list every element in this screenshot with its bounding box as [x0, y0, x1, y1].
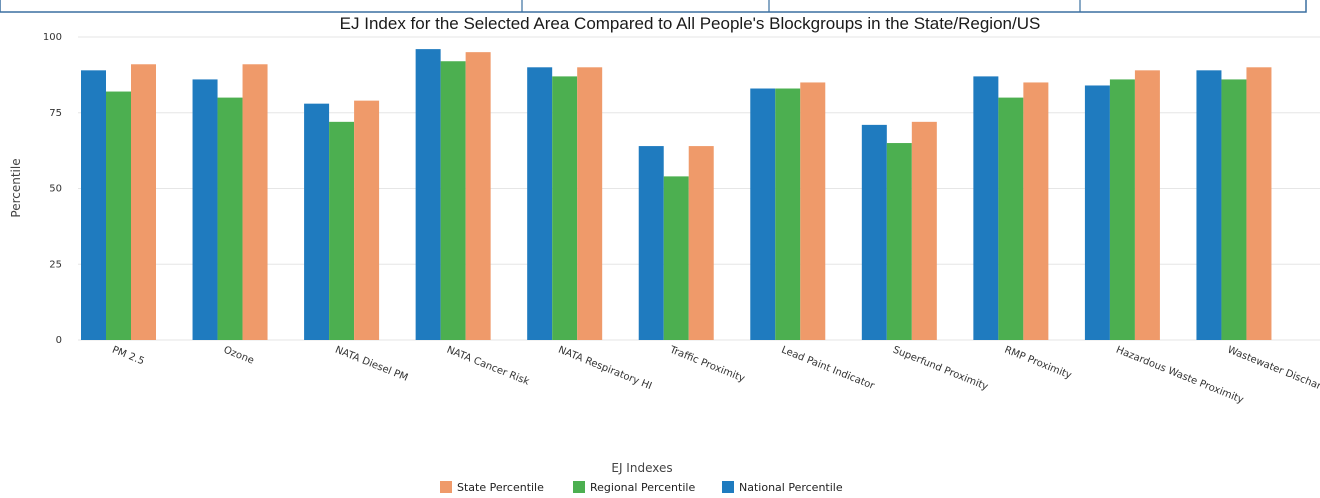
bar-state-percentile	[1246, 67, 1272, 341]
y-tick-label: 100	[43, 32, 62, 43]
top-table-strip	[0, 0, 1307, 13]
bar-national-percentile	[304, 103, 330, 340]
bar-state-percentile	[800, 82, 826, 340]
legend-label: State Percentile	[457, 481, 544, 494]
chart-title: EJ Index for the Selected Area Compared …	[340, 14, 1041, 33]
chart-legend: State Percentile Regional Percentile Natio…	[440, 481, 843, 494]
bar-national-percentile	[750, 88, 776, 340]
x-category-label: Superfund Proximity	[891, 345, 989, 393]
bar-state-percentile	[465, 52, 491, 341]
bar-national-percentile	[1084, 85, 1110, 340]
y-axis-ticks: 0 25 50 75 100	[43, 32, 62, 346]
bar-regional-percentile	[998, 97, 1024, 340]
legend-label: Regional Percentile	[590, 481, 695, 494]
bar-regional-percentile	[663, 176, 689, 340]
y-tick-label: 0	[56, 335, 62, 346]
bar-state-percentile	[354, 100, 380, 340]
legend-label: National Percentile	[739, 481, 843, 494]
bar-state-percentile	[131, 64, 156, 341]
bar-regional-percentile	[106, 91, 131, 340]
y-tick-label: 25	[49, 259, 62, 270]
x-category-label: RMP Proximity	[1003, 345, 1073, 382]
x-category-label: NATA Diesel PM	[333, 345, 409, 384]
bar-state-percentile	[1023, 82, 1049, 340]
x-category-label: Traffic Proximity	[667, 344, 746, 385]
bar-state-percentile	[577, 67, 603, 341]
x-axis-category-labels: PM 2.5 Ozone NATA Diesel PM NATA Cancer Ris…	[110, 344, 1320, 415]
bar-national-percentile	[527, 67, 553, 341]
bar-national-percentile	[861, 124, 887, 341]
x-axis-title: EJ Indexes	[611, 461, 672, 475]
x-category-label: Lead Paint Indicator	[780, 345, 877, 393]
bar-regional-percentile	[886, 143, 912, 340]
bar-national-percentile	[415, 49, 441, 341]
bar-regional-percentile	[1109, 79, 1135, 341]
x-category-label: NATA Cancer Risk	[445, 345, 531, 388]
bar-national-percentile	[638, 146, 664, 340]
bar-regional-percentile	[440, 61, 466, 341]
legend-swatch	[440, 481, 452, 493]
bar-national-percentile	[81, 70, 106, 340]
legend-swatch	[573, 481, 585, 493]
bar-national-percentile	[973, 76, 999, 340]
bar-state-percentile	[1134, 70, 1160, 340]
bar-state-percentile	[242, 64, 268, 341]
y-axis-title: Percentile	[9, 158, 23, 217]
chart-bars	[81, 49, 1272, 341]
bar-national-percentile	[192, 79, 218, 341]
bar-state-percentile	[688, 146, 714, 340]
bar-regional-percentile	[1221, 79, 1247, 341]
bar-regional-percentile	[552, 76, 578, 340]
bar-regional-percentile	[217, 97, 243, 340]
y-tick-label: 75	[49, 108, 62, 119]
x-category-label: Ozone	[222, 345, 256, 367]
x-category-label: NATA Respiratory HI	[557, 345, 654, 393]
x-category-label: PM 2.5	[110, 345, 145, 368]
y-tick-label: 50	[49, 184, 62, 195]
bar-regional-percentile	[329, 121, 355, 340]
bar-regional-percentile	[775, 88, 801, 340]
bar-state-percentile	[911, 121, 937, 340]
legend-swatch	[722, 481, 734, 493]
bar-national-percentile	[1196, 70, 1222, 340]
